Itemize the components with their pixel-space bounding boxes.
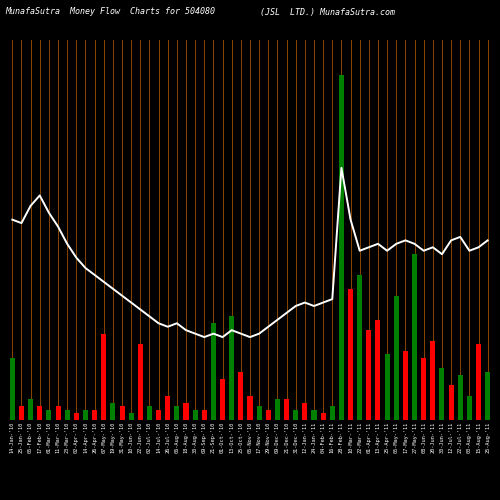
Bar	[440, 368, 444, 420]
Bar	[339, 74, 344, 420]
Bar	[485, 372, 490, 420]
Bar	[376, 320, 380, 420]
Bar	[312, 410, 316, 420]
Bar	[357, 275, 362, 420]
Bar	[174, 406, 180, 420]
Bar	[394, 296, 399, 420]
Bar	[248, 396, 252, 420]
Bar	[430, 340, 436, 420]
Bar	[467, 396, 472, 420]
Bar	[476, 344, 481, 420]
Bar	[220, 378, 225, 420]
Bar	[458, 375, 463, 420]
Bar	[238, 372, 244, 420]
Bar	[74, 413, 79, 420]
Bar	[302, 402, 308, 420]
Bar	[275, 400, 280, 420]
Bar	[202, 410, 207, 420]
Bar	[229, 316, 234, 420]
Bar	[184, 402, 188, 420]
Bar	[330, 406, 335, 420]
Bar	[110, 402, 116, 420]
Bar	[266, 410, 271, 420]
Bar	[320, 413, 326, 420]
Bar	[348, 288, 353, 420]
Bar	[165, 396, 170, 420]
Bar	[92, 410, 97, 420]
Bar	[37, 406, 43, 420]
Bar	[128, 413, 134, 420]
Bar	[421, 358, 426, 420]
Bar	[156, 410, 161, 420]
Text: (JSL  LTD.) MunafaSutra.com: (JSL LTD.) MunafaSutra.com	[260, 8, 395, 16]
Bar	[293, 410, 298, 420]
Bar	[256, 406, 262, 420]
Bar	[64, 410, 70, 420]
Bar	[366, 330, 372, 420]
Bar	[147, 406, 152, 420]
Bar	[46, 410, 52, 420]
Bar	[211, 324, 216, 420]
Bar	[10, 358, 15, 420]
Bar	[101, 334, 106, 420]
Bar	[56, 406, 60, 420]
Bar	[120, 406, 124, 420]
Bar	[83, 410, 88, 420]
Bar	[403, 351, 408, 420]
Bar	[448, 386, 454, 420]
Bar	[412, 254, 417, 420]
Text: MunafaSutra  Money Flow  Charts for 504080: MunafaSutra Money Flow Charts for 504080	[5, 8, 215, 16]
Bar	[19, 406, 24, 420]
Bar	[384, 354, 390, 420]
Bar	[284, 400, 289, 420]
Bar	[28, 400, 33, 420]
Bar	[192, 410, 198, 420]
Bar	[138, 344, 143, 420]
